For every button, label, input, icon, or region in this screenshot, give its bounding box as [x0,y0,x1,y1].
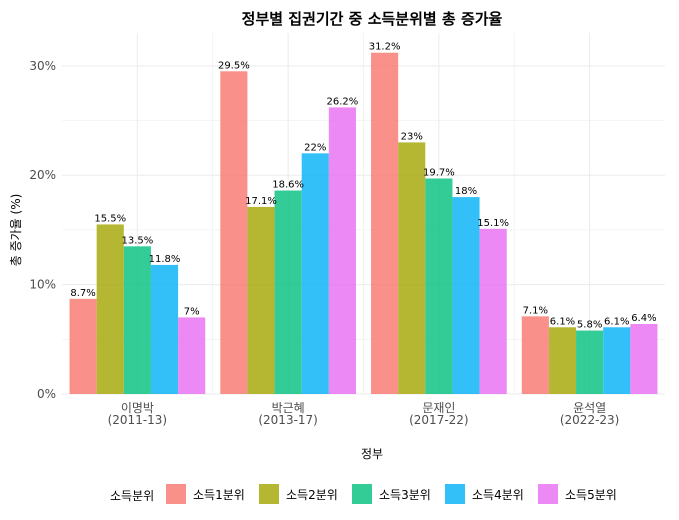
legend-swatch [352,484,372,504]
legend-label: 소득4분위 [472,488,524,502]
bar [123,246,151,394]
data-label: 7.1% [523,305,548,316]
data-label: 26.2% [327,96,359,107]
bar [548,327,577,394]
x-tick-label: 이명박 [121,401,154,415]
bar [576,330,604,394]
bars [69,52,658,395]
data-label: 6.1% [550,316,575,327]
legend-label: 소득5분위 [565,488,617,502]
bar [247,206,275,394]
bar [398,142,426,394]
x-tick-label: (2011-13) [108,413,168,427]
data-label: 29.5% [218,60,250,71]
chart-title: 정부별 집권기간 중 소득분위별 총 증가율 [242,10,503,28]
bar [178,317,206,394]
data-label: 17.1% [245,196,277,207]
bar [96,224,124,394]
data-labels: 8.7% 29.5% 31.2% 7.1% 15.5% 17.1% 23% 6.1% 13.5%… [70,42,656,331]
data-label: 6.1% [604,316,629,327]
data-label: 5.8% [577,320,602,331]
bar [371,52,399,394]
x-axis-title: 정부 [361,447,383,461]
legend-swatch [259,484,279,504]
x-tick-label: (2017-22) [409,413,469,427]
legend-label: 소득1분위 [193,488,245,502]
bar [452,197,480,394]
bar [69,298,97,394]
data-label: 23% [401,131,423,142]
bar [603,327,631,394]
data-label: 11.8% [149,254,181,265]
data-label: 8.7% [70,288,95,299]
data-label: 13.5% [121,235,153,246]
data-label: 18% [455,186,477,197]
data-label: 19.7% [423,167,455,178]
x-tick-label: 박근혜 [272,401,305,415]
data-label: 22% [304,142,326,153]
bar [630,323,658,394]
legend: 소득분위 소득1분위 소득2분위 소득3분위 소득4분위 소득5분위 [110,484,617,504]
x-tick-label: (2022-23) [560,413,620,427]
bar [274,190,302,394]
bar [220,71,248,395]
x-axis: 이명박(2011-13) 박근혜(2013-17) 문재인(2017-22) 윤석열(… [108,401,620,427]
legend-title: 소득분위 [110,489,154,503]
bar [425,178,453,394]
data-label: 15.1% [477,218,509,229]
y-axis-title: 총 증가율 (%) [9,194,23,267]
bar [521,316,549,394]
data-label: 31.2% [369,42,401,53]
data-label: 6.4% [631,313,656,324]
bar [150,264,179,394]
x-tick-label: (2013-17) [258,413,318,427]
legend-swatch [166,484,186,504]
legend-swatch [445,484,465,504]
legend-label: 소득3분위 [379,488,431,502]
x-tick-label: 윤석열 [573,401,606,415]
y-tick-label: 0% [37,387,56,401]
y-axis: 0% 10% 20% 30% [29,59,56,401]
data-label: 18.6% [272,180,304,191]
data-label: 7% [184,306,200,317]
legend-swatch [538,484,558,504]
data-label: 15.5% [94,213,126,224]
bar [328,107,356,394]
x-tick-label: 문재인 [422,401,455,415]
legend-label: 소득2분위 [286,488,338,502]
y-tick-label: 30% [29,59,56,73]
y-tick-label: 10% [29,278,56,292]
y-tick-label: 20% [29,168,56,182]
bar [479,228,507,394]
bar [301,153,329,394]
